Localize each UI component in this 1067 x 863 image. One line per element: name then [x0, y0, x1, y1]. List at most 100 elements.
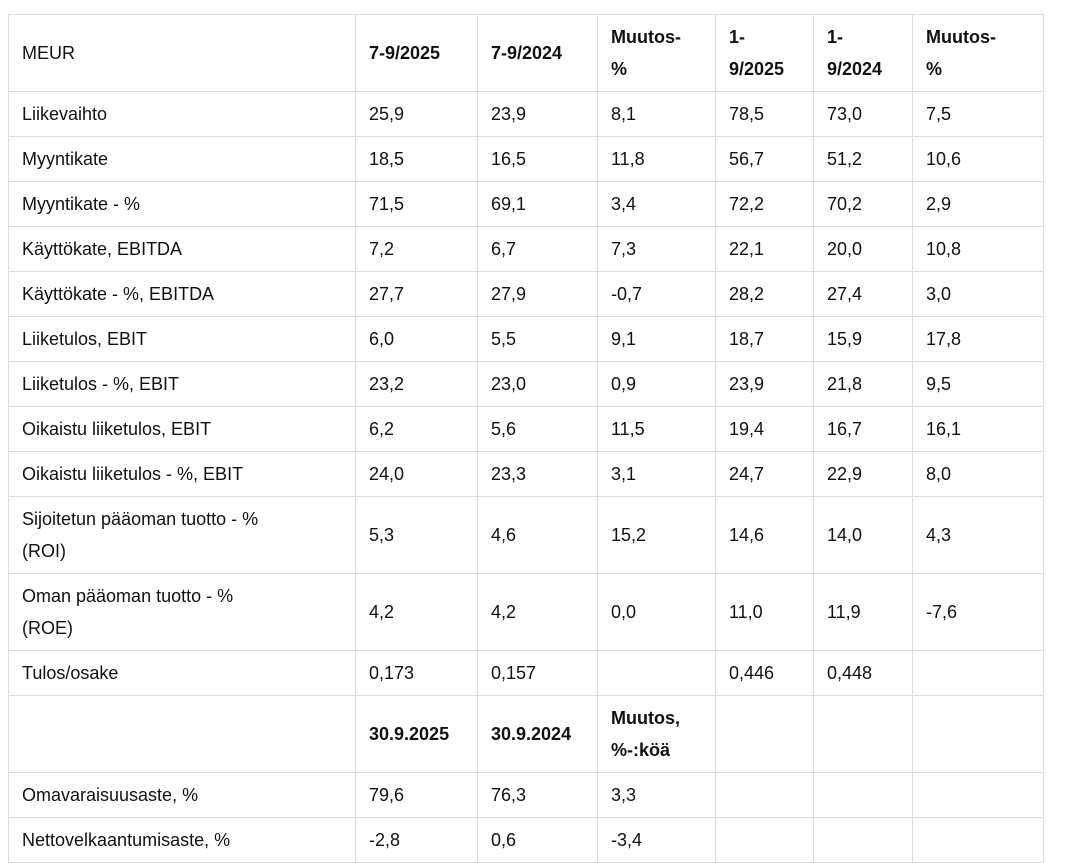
value-cell [813, 772, 913, 818]
value-cell: 11,9 [813, 573, 913, 651]
table-row: Tulos/osake 0,173 0,157 0,446 0,448 [8, 650, 1044, 696]
value-cell: 71,5 [355, 181, 478, 227]
value-cell: 24,7 [715, 451, 814, 497]
value-cell: 73,0 [813, 91, 913, 137]
value-cell: 56,7 [715, 136, 814, 182]
value-cell: 15,2 [597, 496, 716, 574]
value-cell: 16,5 [477, 136, 598, 182]
value-cell: 76,3 [477, 772, 598, 818]
value-cell: 5,6 [477, 406, 598, 452]
value-cell: 23,2 [355, 361, 478, 407]
row-label-cell: Myyntikate [8, 136, 356, 182]
table-row: Oikaistu liiketulos - %, EBIT 24,0 23,3 3,1… [8, 451, 1044, 497]
value-cell: 7,3 [597, 226, 716, 272]
table-row: Liiketulos, EBIT 6,0 5,5 9,1 18,7 15,9 17,8 [8, 316, 1044, 362]
value-cell: 18,7 [715, 316, 814, 362]
value-cell: 4,3 [912, 496, 1044, 574]
value-cell: 17,8 [912, 316, 1044, 362]
table-row: Liikevaihto 25,9 23,9 8,1 78,5 73,0 7,5 [8, 91, 1044, 137]
value-cell: 5,5 [477, 316, 598, 362]
value-cell: 11,8 [597, 136, 716, 182]
value-cell: 4,2 [355, 573, 478, 651]
value-cell [912, 772, 1044, 818]
column-header-cell: Muutos- % [912, 14, 1044, 92]
value-cell: 16,1 [912, 406, 1044, 452]
table-row: Myyntikate 18,5 16,5 11,8 56,7 51,2 10,6 [8, 136, 1044, 182]
row-label-cell: Nettovelkaantumisaste, % [8, 817, 356, 863]
row-label-cell: Tulos/osake [8, 650, 356, 696]
column-header-cell: Muutos- % [597, 14, 716, 92]
table-row: Oman pääoman tuotto - % (ROE) 4,2 4,2 0,0 11… [8, 573, 1044, 651]
value-cell: 8,1 [597, 91, 716, 137]
row-label-cell: Oman pääoman tuotto - % (ROE) [8, 573, 356, 651]
value-cell: 4,2 [477, 573, 598, 651]
value-cell [715, 817, 814, 863]
row-label-cell: Liikevaihto [8, 91, 356, 137]
value-cell: 16,7 [813, 406, 913, 452]
row-label-cell: Oikaistu liiketulos - %, EBIT [8, 451, 356, 497]
value-cell: 2,9 [912, 181, 1044, 227]
value-cell: 21,8 [813, 361, 913, 407]
value-cell [912, 650, 1044, 696]
column-header-cell: Muutos, %-:köä [597, 695, 716, 773]
row-label-cell: Myyntikate - % [8, 181, 356, 227]
value-cell: 14,0 [813, 496, 913, 574]
value-cell: 23,0 [477, 361, 598, 407]
row-label-cell: Sijoitetun pääoman tuotto - % (ROI) [8, 496, 356, 574]
table-body: MEUR 7-9/2025 7-9/2024 Muutos- % 1- 9/2025 1-… [8, 14, 1044, 863]
row-label-cell: Käyttökate, EBITDA [8, 226, 356, 272]
row-label-cell: Oikaistu liiketulos, EBIT [8, 406, 356, 452]
table-row: Oikaistu liiketulos, EBIT 6,2 5,6 11,5 19,4 1… [8, 406, 1044, 452]
value-cell: 51,2 [813, 136, 913, 182]
value-cell: 24,0 [355, 451, 478, 497]
column-header-cell [813, 695, 913, 773]
value-cell: 10,8 [912, 226, 1044, 272]
value-cell: 19,4 [715, 406, 814, 452]
value-cell: 78,5 [715, 91, 814, 137]
value-cell: 0,446 [715, 650, 814, 696]
value-cell: 23,9 [715, 361, 814, 407]
value-cell: 70,2 [813, 181, 913, 227]
value-cell: 6,7 [477, 226, 598, 272]
value-cell: 23,3 [477, 451, 598, 497]
value-cell: -0,7 [597, 271, 716, 317]
value-cell: 0,157 [477, 650, 598, 696]
value-cell: 27,4 [813, 271, 913, 317]
header-row: 30.9.2025 30.9.2024 Muutos, %-:köä [8, 695, 1044, 773]
column-header-cell [912, 695, 1044, 773]
value-cell: 8,0 [912, 451, 1044, 497]
table-row: Käyttökate - %, EBITDA 27,7 27,9 -0,7 28,2 27… [8, 271, 1044, 317]
value-cell: 4,6 [477, 496, 598, 574]
column-header-cell: 7-9/2024 [477, 14, 598, 92]
value-cell: -7,6 [912, 573, 1044, 651]
table-row: Sijoitetun pääoman tuotto - % (ROI) 5,3 4,… [8, 496, 1044, 574]
column-header-cell: 30.9.2024 [477, 695, 598, 773]
value-cell: 28,2 [715, 271, 814, 317]
value-cell: 20,0 [813, 226, 913, 272]
value-cell: 9,1 [597, 316, 716, 362]
value-cell: 0,6 [477, 817, 598, 863]
value-cell [715, 772, 814, 818]
row-label-header-cell [8, 695, 356, 773]
value-cell: 0,448 [813, 650, 913, 696]
value-cell: 10,6 [912, 136, 1044, 182]
row-label-cell: Liiketulos - %, EBIT [8, 361, 356, 407]
value-cell: 0,0 [597, 573, 716, 651]
value-cell: 6,2 [355, 406, 478, 452]
value-cell: 9,5 [912, 361, 1044, 407]
value-cell: -3,4 [597, 817, 716, 863]
row-label-cell: Omavaraisuusaste, % [8, 772, 356, 818]
key-figures-table: MEUR 7-9/2025 7-9/2024 Muutos- % 1- 9/2025 1-… [8, 14, 1044, 863]
value-cell [597, 650, 716, 696]
value-cell: 5,3 [355, 496, 478, 574]
value-cell: 18,5 [355, 136, 478, 182]
value-cell: 7,5 [912, 91, 1044, 137]
value-cell: 27,7 [355, 271, 478, 317]
table-row: Nettovelkaantumisaste, % -2,8 0,6 -3,4 [8, 817, 1044, 863]
value-cell: 7,2 [355, 226, 478, 272]
value-cell: 69,1 [477, 181, 598, 227]
value-cell: 0,9 [597, 361, 716, 407]
value-cell: 0,173 [355, 650, 478, 696]
column-header-cell: 1- 9/2025 [715, 14, 814, 92]
table-row: Omavaraisuusaste, % 79,6 76,3 3,3 [8, 772, 1044, 818]
